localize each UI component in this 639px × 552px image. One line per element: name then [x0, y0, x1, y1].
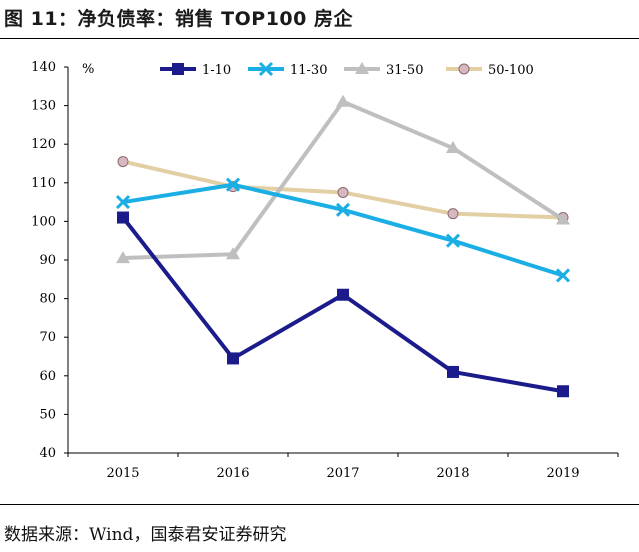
x-tick-label: 2015	[106, 466, 139, 481]
data-point	[337, 288, 349, 301]
y-tick-label: 100	[31, 214, 56, 229]
series-line	[121, 216, 564, 394]
footer-rule	[0, 504, 639, 505]
y-tick-label: 40	[39, 446, 56, 461]
data-point	[116, 251, 130, 264]
source-note: 数据来源：Wind，国泰君安证券研究	[4, 525, 287, 545]
legend-item-31-50: 31-50	[344, 62, 423, 78]
data-point	[447, 208, 459, 220]
data-point	[115, 195, 131, 210]
series-line	[122, 182, 564, 278]
legend-label: 31-50	[386, 63, 423, 78]
y-tick-label: 130	[31, 99, 56, 114]
data-point	[556, 212, 570, 225]
series-50-100	[117, 156, 569, 224]
x-tick-label: 2018	[436, 466, 469, 481]
data-point	[117, 211, 129, 224]
legend-item-1-10: 1-10	[160, 63, 231, 78]
series-1-10	[117, 211, 569, 398]
legend-label: 1-10	[202, 63, 231, 78]
legend-item-11-30: 11-30	[248, 61, 327, 78]
series-line	[122, 99, 565, 261]
y-tick-label: 120	[31, 137, 56, 152]
data-point	[225, 177, 241, 192]
figure-title: 图 11：净负债率：销售 TOP100 房企	[4, 8, 353, 30]
legend-label: 50-100	[488, 63, 534, 78]
legend-label: 11-30	[290, 63, 327, 78]
data-point	[335, 202, 351, 217]
legend-marker	[355, 62, 369, 74]
chart-plot-area	[115, 94, 571, 398]
x-tick-label: 2017	[326, 466, 359, 481]
line-chart: 40 50 60 70 80 90 100 110 120 130 140 2015 2016 2017 2…	[31, 60, 619, 481]
y-tick-label: 50	[39, 407, 56, 422]
data-point	[336, 94, 350, 107]
legend-marker	[258, 61, 274, 77]
data-point	[226, 247, 240, 260]
legend-marker	[458, 63, 470, 75]
y-tick-label: 80	[39, 292, 56, 307]
y-tick-label: 110	[31, 176, 56, 191]
data-point	[445, 233, 461, 248]
chart-axes: 40 50 60 70 80 90 100 110 120 130 140 2015 2016 2017 2…	[31, 60, 619, 481]
x-tick-label: 2016	[216, 466, 249, 481]
data-point	[555, 268, 571, 283]
y-tick-label: 70	[39, 330, 56, 345]
data-point	[337, 186, 349, 198]
data-point	[227, 352, 239, 365]
y-tick-label: 90	[39, 253, 56, 268]
data-point	[447, 365, 459, 378]
y-axis-unit-label: %	[82, 62, 94, 77]
data-point	[117, 156, 129, 168]
legend-item-50-100: 50-100	[446, 63, 534, 78]
data-point	[446, 141, 460, 154]
y-tick-label: 140	[31, 60, 56, 75]
series-11-30	[115, 177, 571, 283]
legend-marker	[172, 63, 184, 75]
title-rule	[0, 38, 639, 39]
series-31-50	[116, 94, 570, 264]
data-point	[557, 385, 569, 398]
y-tick-label: 60	[39, 369, 56, 384]
x-tick-label: 2019	[546, 466, 579, 481]
chart-legend: 1-10 11-30 31-50 50-100	[160, 61, 534, 78]
